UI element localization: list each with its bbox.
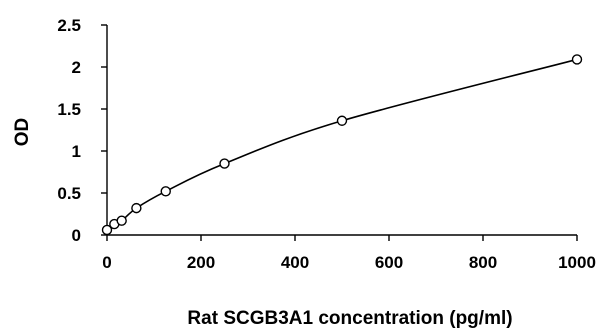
- y-tick-label: 0: [72, 226, 81, 245]
- x-tick-label: 0: [102, 253, 111, 272]
- data-point: [116, 215, 127, 226]
- y-tick-label: 1: [72, 142, 81, 161]
- x-axis: [106, 234, 578, 241]
- x-tick-label: 400: [281, 253, 309, 272]
- data-points: [101, 54, 583, 236]
- y-tick-label: 2.5: [57, 16, 81, 35]
- x-tick-label: 1000: [558, 253, 596, 272]
- data-point: [131, 202, 142, 214]
- y-axis-title: OD: [12, 118, 33, 147]
- x-tick-labels: 0 200 400 600 800 1000: [102, 253, 596, 272]
- x-axis-title: Rat SCGB3A1 concentration (pg/ml): [187, 308, 512, 329]
- y-tick-labels: 0 0.5 1 1.5 2 2.5: [57, 16, 81, 245]
- fit-curve: [106, 58, 578, 231]
- y-tick-label: 1.5: [57, 100, 81, 119]
- y-tick-label: 2: [72, 58, 81, 77]
- y-axis: [101, 24, 108, 236]
- data-point: [336, 115, 348, 126]
- data-point: [101, 224, 113, 236]
- x-tick-label: 800: [469, 253, 497, 272]
- data-point: [219, 158, 230, 169]
- x-tick-label: 200: [187, 253, 215, 272]
- data-point: [571, 54, 583, 65]
- y-tick-label: 0.5: [57, 184, 81, 203]
- data-point: [160, 186, 171, 197]
- x-tick-label: 600: [375, 253, 403, 272]
